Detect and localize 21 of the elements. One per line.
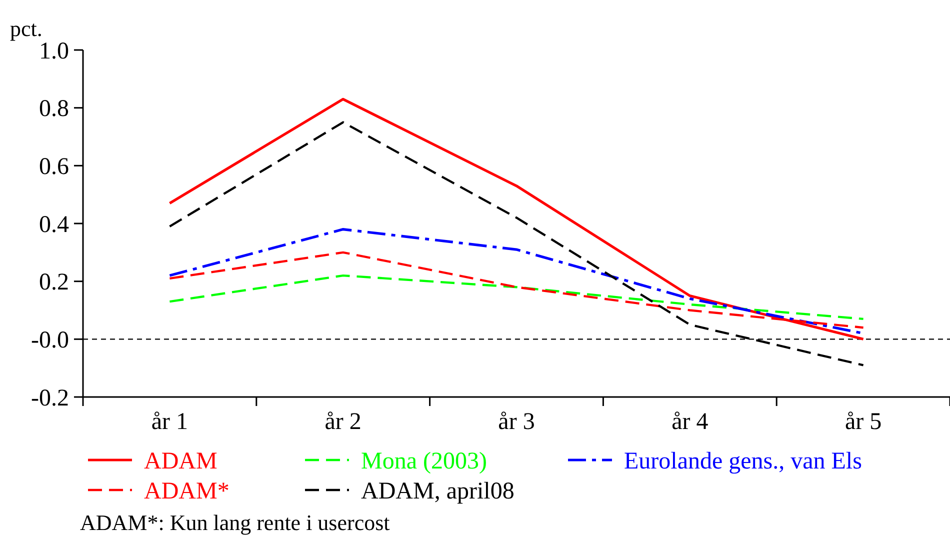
x-tick-label: år 5 xyxy=(844,409,882,435)
legend-label: ADAM xyxy=(144,448,218,474)
y-tick-label: 0.6 xyxy=(39,154,69,180)
y-axis-title: pct. xyxy=(10,16,42,41)
y-tick-label: 0.8 xyxy=(39,96,69,122)
y-tick-label: 0.2 xyxy=(39,270,69,296)
text: ADAM*: Kun lang rente i usercost xyxy=(80,510,390,535)
x-tick-label: år 4 xyxy=(672,409,708,435)
y-tick-label: -0.2 xyxy=(31,385,69,412)
line-series xyxy=(168,98,865,340)
legend-label: ADAM, april08 xyxy=(361,478,514,504)
legend-label: Mona (2003) xyxy=(361,448,487,474)
line-series xyxy=(168,274,864,320)
y-tick-label: 0.4 xyxy=(39,212,69,238)
x-tick-label: år 3 xyxy=(498,409,535,435)
legend-label: ADAM* xyxy=(144,478,230,504)
x-tick-label: år 2 xyxy=(324,409,362,435)
x-tick-label: år 1 xyxy=(151,409,188,435)
y-tick-label: 1.0 xyxy=(39,38,69,64)
legend-label: Eurolande gens., van Els xyxy=(624,448,862,474)
y-tick-label: -0.0 xyxy=(31,328,69,354)
